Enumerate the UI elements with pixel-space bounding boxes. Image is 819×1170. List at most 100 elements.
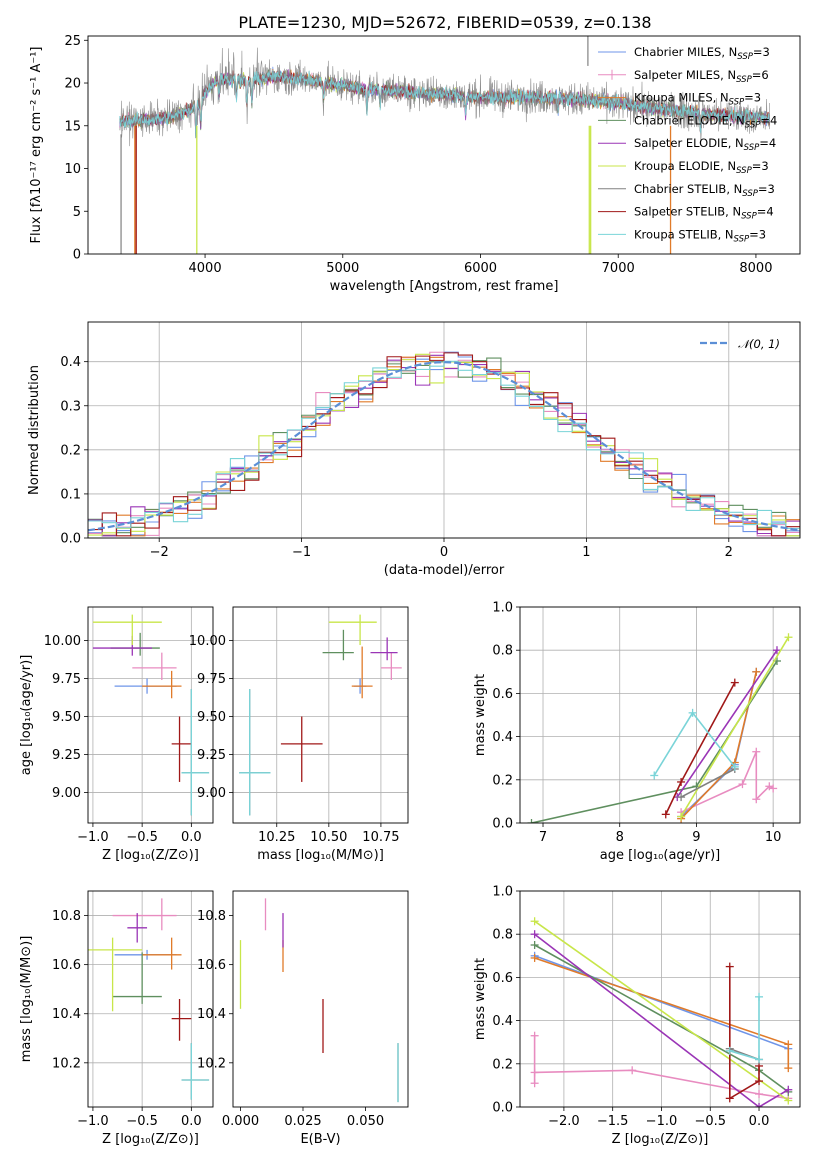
legend-label-sub: SSP <box>744 143 760 153</box>
errorbar-point-chabrier_stelib <box>239 689 271 816</box>
axes-frame <box>87 321 801 539</box>
legend-label: Salpeter MILES, NSSP=6 <box>634 68 769 85</box>
y-tick-label: 10.4 <box>197 1007 226 1022</box>
x-tick-label: 1 <box>582 545 590 560</box>
plot-area <box>239 614 402 816</box>
errorbar-point-kroupa_stelib <box>181 1043 210 1100</box>
legend-label-suffix: =3 <box>758 182 775 196</box>
x-tick-label: 0.0 <box>181 1114 202 1129</box>
legend-label-suffix: =3 <box>744 91 761 105</box>
series-line <box>729 966 760 1100</box>
legend-entry: Chabrier MILES, NSSP=3 <box>598 45 770 62</box>
errorbar-point-salpeter_stelib <box>171 716 192 782</box>
y-tick-label: 0.8 <box>492 644 513 659</box>
x-tick-label: 8 <box>616 830 624 845</box>
y-tick-label: 10.00 <box>189 634 226 649</box>
y-tick-label: 0.2 <box>492 773 513 788</box>
axes-frame <box>519 890 801 1108</box>
y-tick-label: 0.4 <box>492 730 513 745</box>
legend-label-suffix: =3 <box>749 227 766 241</box>
histogram-kroupa_miles <box>88 356 800 537</box>
y-tick-label: 0.0 <box>492 1101 513 1116</box>
axes-frame <box>87 890 214 1108</box>
x-tick-label: −1.0 <box>77 1114 109 1129</box>
y-tick-label: 0.4 <box>492 1014 513 1029</box>
legend-label-sub: SSP <box>736 75 752 85</box>
legend-label-suffix: =4 <box>759 136 776 150</box>
legend-label: Chabrier MILES, NSSP=3 <box>634 45 770 62</box>
x-tick-label: 7000 <box>602 261 635 276</box>
legend-entry: Salpeter ELODIE, NSSP=4 <box>598 136 776 153</box>
series-chabrier_elodie <box>527 657 781 823</box>
x-tick-label: 0.025 <box>284 1114 321 1129</box>
errorbar-point-kroupa_elodie <box>88 937 143 1012</box>
legend-label-sub: SSP <box>745 120 761 130</box>
x-axis-label: Z [log₁₀(Z/Z⊙)] <box>102 1132 199 1147</box>
histogram-salpeter_stelib <box>88 352 800 537</box>
series-chabrier_miles <box>677 667 761 821</box>
y-tick-label: 10.00 <box>44 634 81 649</box>
x-tick-label: −1.5 <box>597 1114 629 1129</box>
series-line <box>680 768 736 798</box>
y-tick-label: 0.6 <box>492 687 513 702</box>
x-tick-label: −0.5 <box>126 830 158 845</box>
legend-entry: Salpeter MILES, NSSP=6 <box>598 68 769 85</box>
legend-label-suffix: =4 <box>760 113 777 127</box>
y-tick-label: 1.0 <box>492 601 513 616</box>
axes-frame <box>232 890 409 1108</box>
y-tick-label: 1.0 <box>492 885 513 900</box>
panel-mass-vs-ebv: 0.000 0.025 0.050 10.2 10.4 10.6 10.8 E(B-V) <box>197 890 409 1147</box>
x-tick-label: −2.0 <box>548 1114 580 1129</box>
legend-entry: Kroupa MILES, NSSP=3 <box>598 91 761 108</box>
panel-massweight-vs-Z: −2.0 −1.5 −1.0 −0.5 0.0 0.0 0.2 0.4 0.6 0.8 1.0 Z [… <box>473 885 801 1147</box>
errorbar-point-salpeter_miles <box>380 652 402 681</box>
y-axis-label: mass weight <box>473 674 488 756</box>
y-tick-label: 10.6 <box>52 958 81 973</box>
series-salpeter_stelib <box>661 678 739 819</box>
x-tick-label: 0 <box>440 545 448 560</box>
y-tick-label: 9.75 <box>52 672 81 687</box>
figure-title: PLATE=1230, MJD=52672, FIBERID=0539, z=0… <box>238 13 651 32</box>
normal-curve <box>88 361 800 532</box>
y-axis-label: Flux [fλ10⁻¹⁷ erg cm⁻² s⁻¹ A⁻¹] <box>29 47 44 244</box>
x-axis-label: wavelength [Angstrom, rest frame] <box>330 279 559 294</box>
series-kroupa_elodie <box>677 633 793 821</box>
legend-label-sub: SSP <box>729 98 745 108</box>
legend-label-text: Chabrier STELIB, N <box>634 182 742 196</box>
errorbar-point-salpeter_elodie <box>127 913 148 943</box>
legend-label-suffix: =3 <box>752 159 769 173</box>
errorbar-point-kroupa_stelib <box>181 689 210 816</box>
legend-label: 𝒩(0, 1) <box>738 337 780 351</box>
y-tick-label: 9.75 <box>197 672 226 687</box>
axes-frame <box>87 35 801 255</box>
y-tick-label: 0 <box>73 248 81 263</box>
axes-frame <box>232 606 409 824</box>
errorbar-point-salpeter_miles <box>132 652 177 681</box>
x-tick-label: 10.50 <box>310 830 347 845</box>
legend-label-text: Salpeter MILES, N <box>634 68 736 82</box>
x-tick-label: 0.000 <box>222 1114 259 1129</box>
errorbar-point-salpeter_elodie <box>92 635 152 656</box>
x-axis-label: Z [log₁₀(Z/Z⊙)] <box>612 1132 709 1147</box>
x-tick-label: 4000 <box>189 261 222 276</box>
y-tick-label: 9.25 <box>197 748 226 763</box>
y-tick-label: 0.4 <box>60 355 81 370</box>
axes-frame <box>519 606 801 824</box>
x-tick-label: −2 <box>150 545 169 560</box>
errorbar-point-chabrier_stelib <box>181 1043 210 1100</box>
plot-area <box>88 898 210 1100</box>
legend-label-text: Kroupa ELODIE, N <box>634 159 736 173</box>
y-tick-label: 0.6 <box>492 971 513 986</box>
legend-entry: Chabrier STELIB, NSSP=3 <box>598 182 775 199</box>
x-tick-label: 7 <box>539 830 547 845</box>
panel-age-vs-Z: −1.0 −0.5 0.0 9.00 9.25 9.50 9.75 10.00 Z [log₁₀… <box>19 606 214 863</box>
panel-spectrum: 4000 5000 6000 7000 8000 0 5 10 15 20 25 wavelength… <box>29 34 801 294</box>
series-line <box>676 649 778 798</box>
legend-label-text: Kroupa STELIB, N <box>634 227 734 241</box>
y-tick-label: 0.3 <box>60 399 81 414</box>
y-tick-label: 9.00 <box>197 786 226 801</box>
panel-mass-vs-Z: −1.0 −0.5 0.0 10.2 10.4 10.6 10.8 Z [log₁₀(Z/Z⊙… <box>19 890 214 1147</box>
y-tick-label: 0.2 <box>60 443 81 458</box>
y-tick-label: 10.2 <box>52 1056 81 1071</box>
